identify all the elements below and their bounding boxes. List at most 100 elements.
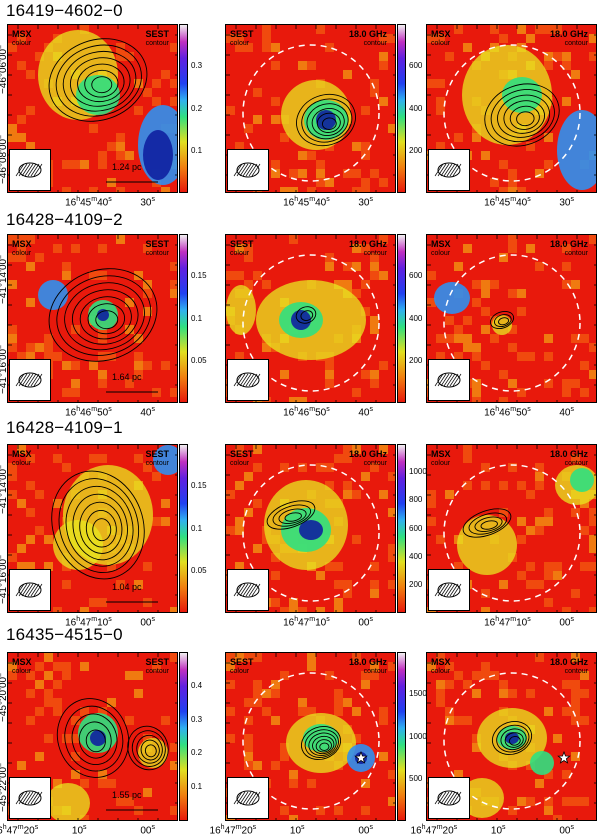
x-tick-label: 16h46m50s (65, 406, 112, 419)
x-tick-label: 30s (358, 196, 373, 209)
image-label: MSX (12, 449, 32, 459)
intensity-map (427, 653, 596, 820)
colorbar (397, 234, 406, 403)
image-label: MSX (12, 657, 32, 667)
map-panel: MSX colour SEST contour 1.64 pc (7, 234, 178, 403)
contour-label: SEST (145, 239, 169, 249)
contour-sublabel: contour (363, 40, 387, 47)
x-tick-label: 10s (289, 824, 305, 836)
x-tick-label: 00s (358, 824, 373, 836)
x-tick-label: 40s (358, 406, 373, 419)
contour-sublabel: contour (145, 250, 169, 257)
intensity-map (8, 25, 177, 192)
beam-box (9, 569, 51, 611)
beam-box (9, 359, 51, 401)
image-sublabel: colour (12, 668, 32, 675)
y-tick-label: −45°20'00'' (0, 673, 9, 722)
x-tick-label: 00s (358, 616, 373, 629)
beam-box (227, 359, 269, 401)
contour-sublabel: contour (564, 668, 588, 675)
colorbar-tick-label: 800 (409, 495, 423, 505)
x-tick-label: 16h47m10s (283, 616, 330, 629)
colorbar-tick-label: 0.05 (191, 355, 207, 365)
intensity-map (427, 25, 596, 192)
x-tick-label: 16h45m40s (65, 196, 112, 209)
y-tick-label: −41°14'00'' (0, 255, 9, 304)
image-sublabel: colour (230, 668, 250, 675)
beam-box (428, 777, 470, 819)
colorbar (397, 652, 406, 821)
colorbar-tick-label: 0.4 (191, 680, 203, 690)
source-title: 16419−4602−0 (6, 1, 123, 20)
x-tick-label: 30s (140, 196, 155, 209)
colorbar-tick-label: 1000 (409, 731, 427, 741)
image-label: SEST (230, 449, 254, 459)
colorbar (397, 24, 406, 193)
beam-box (227, 149, 269, 191)
image-label: MSX (431, 239, 451, 249)
contour-sublabel: contour (363, 460, 387, 467)
colorbar-tick-label: 600 (409, 523, 423, 533)
y-tick-label: −46°06'00'' (0, 45, 9, 94)
source-title: 16428−4109−2 (6, 210, 123, 229)
x-tick-label: 16h46m50s (283, 406, 330, 419)
intensity-map (8, 445, 177, 612)
x-tick-label: 16h47m20s (209, 824, 257, 836)
scale-bar-label: 1.64 pc (112, 372, 142, 382)
colorbar-tick-label: 0.2 (191, 103, 203, 113)
colorbar-tick-label: 400 (409, 313, 423, 323)
image-label: MSX (431, 657, 451, 667)
scale-bar-label: 1.04 pc (112, 582, 142, 592)
y-tick-label: −41°16'00'' (0, 345, 9, 394)
x-tick-label: 10s (490, 824, 506, 836)
contour-label: 18.0 GHz (348, 29, 387, 39)
map-panel: SEST colour 18.0 GHz contour (225, 444, 396, 613)
contour-sublabel: contour (363, 250, 387, 257)
colorbar-tick-label: 0.05 (191, 565, 207, 575)
contour-sublabel: contour (564, 250, 588, 257)
colorbar-tick-label: 200 (409, 355, 423, 365)
image-label: MSX (12, 29, 32, 39)
image-sublabel: colour (12, 250, 32, 257)
colorbar-tick-label: 0.3 (191, 61, 203, 71)
image-sublabel: colour (431, 668, 451, 675)
colorbar-tick-label: 1500 (409, 689, 427, 699)
map-panel: MSX colour 18.0 GHz contour (426, 652, 597, 821)
beam-box (227, 569, 269, 611)
colorbar-tick-label: 0.1 (191, 523, 203, 533)
source-star-marker (557, 750, 571, 764)
image-label: MSX (431, 29, 451, 39)
x-tick-label: 16h47m10s (484, 616, 531, 629)
beam-box (428, 569, 470, 611)
contour-label: 18.0 GHz (348, 449, 387, 459)
contour-label: SEST (145, 29, 169, 39)
contour-label: 18.0 GHz (549, 449, 588, 459)
colorbar-tick-label: 1000 (409, 467, 427, 477)
scale-bar-label: 1.24 pc (112, 162, 142, 172)
colorbar (179, 652, 188, 821)
colorbar (397, 444, 406, 613)
contour-sublabel: contour (564, 460, 588, 467)
colorbar-tick-label: 0.15 (191, 271, 207, 281)
source-star-marker (354, 750, 368, 764)
beam-box (428, 359, 470, 401)
colorbar-tick-label: 200 (409, 145, 423, 155)
colorbar-tick-label: 0.2 (191, 748, 203, 758)
contour-sublabel: contour (145, 460, 169, 467)
image-label: SEST (230, 239, 254, 249)
x-tick-label: 16h46m50s (484, 406, 531, 419)
colorbar-tick-label: 400 (409, 551, 423, 561)
x-tick-label: 10s (71, 824, 87, 836)
colorbar-tick-label: 500 (409, 773, 423, 783)
colorbar (179, 24, 188, 193)
contour-label: SEST (145, 657, 169, 667)
x-tick-label: 40s (559, 406, 574, 419)
contour-label: 18.0 GHz (549, 657, 588, 667)
colorbar-tick-label: 0.1 (191, 145, 203, 155)
x-tick-label: 16h47m20s (0, 824, 39, 836)
contour-label: 18.0 GHz (348, 657, 387, 667)
colorbar (179, 234, 188, 403)
image-sublabel: colour (12, 40, 32, 47)
x-tick-label: 00s (559, 616, 574, 629)
contour-sublabel: contour (145, 668, 169, 675)
